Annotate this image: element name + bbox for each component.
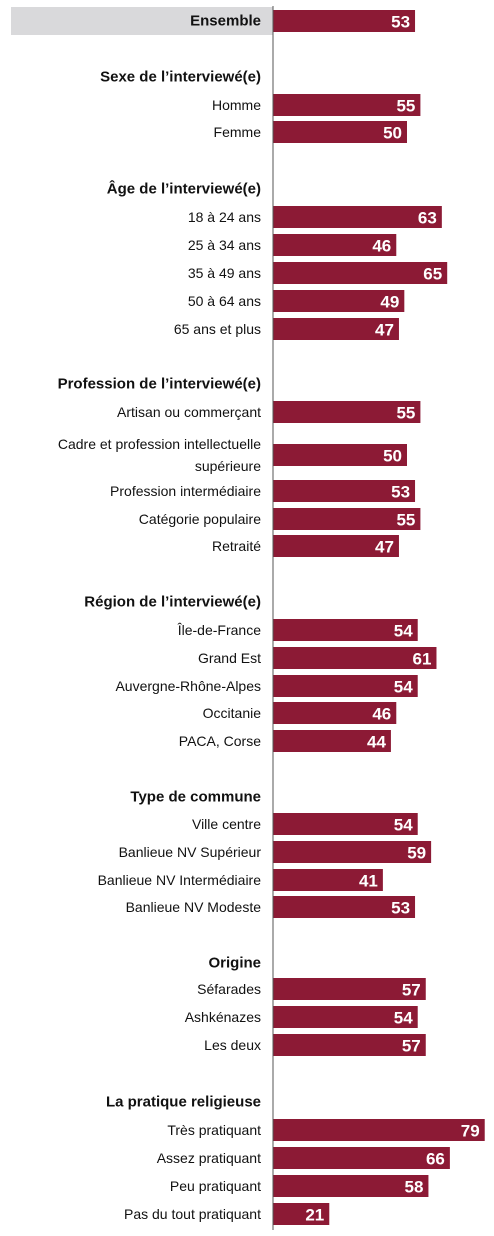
bar-value-label: 46 [372,237,391,256]
bar-value-label: 55 [396,511,415,530]
bar [273,508,421,530]
bar [273,318,399,340]
bar-value-label: 61 [413,650,432,669]
group-header: La pratique religieuse [106,1094,261,1111]
bar-value-label: 49 [380,293,399,312]
bar-value-label: 57 [402,1037,421,1056]
group-header: Sexe de l’interviewé(e) [100,69,261,86]
bar [273,121,407,143]
bar [273,813,418,835]
group-header: Type de commune [130,789,261,806]
bar-value-label: 53 [391,13,410,32]
bar [273,869,383,891]
bar [273,1147,450,1169]
category-label: Les deux [204,1037,261,1053]
bar-value-label: 53 [391,483,410,502]
bar [273,234,397,256]
bar [273,1175,429,1197]
category-label: Ashkénazes [185,1009,261,1025]
category-label: Séfarades [197,981,261,997]
category-label: Banlieue NV Supérieur [119,844,262,860]
bar [273,262,448,284]
bar-value-label: 54 [394,678,413,697]
bar-value-label: 53 [391,899,410,918]
bar [273,290,405,312]
category-label: Peu pratiquant [170,1178,261,1194]
bar [273,978,426,1000]
category-label: Très pratiquant [167,1122,261,1138]
bar [273,94,421,116]
category-label: 65 ans et plus [174,321,261,337]
group-header: Origine [208,955,261,972]
bar [273,841,432,863]
category-label: Pas du tout pratiquant [124,1206,261,1222]
bar-value-label: 58 [405,1178,424,1197]
bar [273,675,418,697]
bar-value-label: 55 [396,404,415,423]
bar [273,1006,418,1028]
group-header: Région de l’interviewé(e) [84,594,261,611]
category-label: Banlieue NV Intermédiaire [98,872,262,888]
bar-value-label: 55 [396,97,415,116]
bar-value-label: 21 [305,1206,324,1225]
bar-value-label: 79 [461,1122,480,1141]
category-label: Grand Est [198,650,261,666]
bar-value-label: 50 [383,447,402,466]
bar [273,535,399,557]
category-label: Ville centre [192,816,261,832]
bar-value-label: 41 [359,872,378,891]
category-label: supérieure [195,458,261,474]
bar-value-label: 47 [375,538,394,557]
category-label: Auvergne-Rhône-Alpes [115,678,261,694]
bar-value-label: 65 [423,265,442,284]
bar [273,206,442,228]
category-label: 50 à 64 ans [188,293,261,309]
bar-value-label: 47 [375,321,394,340]
bar [273,10,416,32]
bar [273,647,437,669]
category-label: Profession intermédiaire [110,483,261,499]
bar-value-label: 50 [383,124,402,143]
bar [273,480,416,502]
bar-value-label: 57 [402,981,421,1000]
bar-value-label: 54 [394,622,413,641]
bar-value-label: 66 [426,1150,445,1169]
bar-value-label: 44 [367,733,386,752]
bar [273,896,416,918]
bar [273,401,421,423]
bar [273,1203,330,1225]
category-label: Île-de-France [177,622,261,638]
group-header: Profession de l’interviewé(e) [58,376,261,393]
category-label: Catégorie populaire [139,511,261,527]
category-label: Cadre et profession intellectuelle [58,436,261,452]
category-label: Artisan ou commerçant [117,404,261,420]
bar [273,444,407,466]
bar [273,730,391,752]
bar-value-label: 46 [372,705,391,724]
bar [273,1034,426,1056]
total-row-highlight [11,7,273,35]
bar [273,1119,485,1141]
category-label: Retraité [212,538,261,554]
category-label: Banlieue NV Modeste [126,899,262,915]
category-label: Assez pratiquant [157,1150,261,1166]
total-label: Ensemble [190,13,261,30]
bar-value-label: 59 [407,844,426,863]
category-label: Femme [214,124,262,140]
category-label: Homme [212,97,261,113]
category-label: 18 à 24 ans [188,209,261,225]
category-label: Occitanie [203,705,262,721]
group-header: Âge de l’interviewé(e) [107,180,261,198]
category-label: 25 à 34 ans [188,237,261,253]
category-label: PACA, Corse [179,733,261,749]
bar [273,702,397,724]
bar [273,619,418,641]
bar-value-label: 54 [394,816,413,835]
category-label: 35 à 49 ans [188,265,261,281]
bar-value-label: 63 [418,209,437,228]
bar-value-label: 54 [394,1009,413,1028]
